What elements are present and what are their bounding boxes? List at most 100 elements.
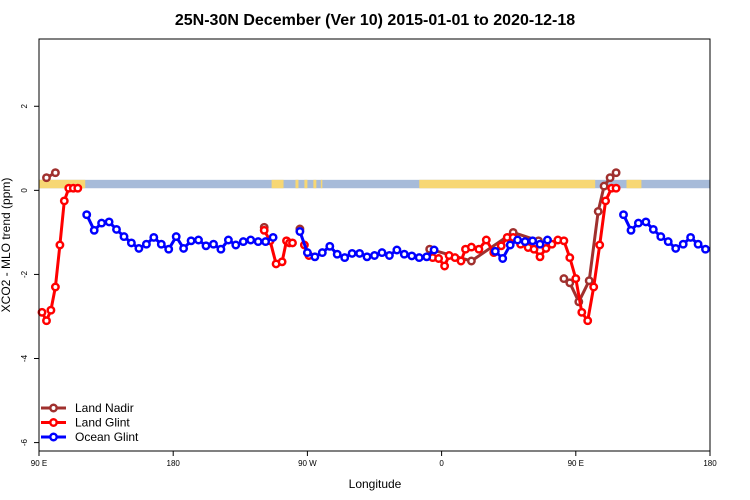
y-tick-label: -2 (20, 270, 29, 278)
data-point (648, 224, 658, 234)
land-sea-band (39, 179, 710, 189)
y-tick-label: -4 (20, 354, 29, 362)
data-point (268, 232, 278, 242)
data-point (490, 246, 500, 256)
series-line (40, 186, 78, 323)
data-point (340, 253, 350, 263)
x-tick-label: 90 E (568, 459, 584, 468)
data-point (317, 248, 327, 258)
data-point (589, 282, 599, 292)
data-point (520, 237, 530, 247)
x-tick-label: 0 (439, 459, 444, 468)
data-point (571, 274, 581, 284)
data-point (663, 237, 673, 247)
y-tick-label: -6 (20, 438, 29, 446)
series-ocean-glint (82, 210, 710, 263)
legend-item: Ocean Glint (41, 430, 139, 444)
data-point (595, 240, 605, 250)
land-band-segment (304, 179, 308, 189)
legend-swatch-marker (49, 418, 58, 427)
data-point (42, 173, 51, 183)
data-point (434, 254, 444, 263)
data-point (50, 168, 60, 178)
data-point (543, 235, 552, 245)
land-band-segment (39, 179, 86, 189)
data-point (55, 240, 65, 250)
data-point (119, 232, 129, 242)
series-layer (37, 168, 710, 326)
data-point (407, 251, 417, 261)
data-point (605, 173, 615, 183)
data-point (201, 241, 211, 251)
data-point (422, 252, 432, 262)
data-point (310, 252, 320, 262)
data-point (149, 232, 159, 242)
legend-label: Land Glint (75, 416, 130, 430)
data-point (216, 244, 226, 254)
data-point (535, 239, 545, 249)
data-point (82, 210, 92, 220)
data-point (171, 232, 181, 242)
data-point (611, 183, 621, 193)
data-point (209, 239, 218, 249)
data-point (164, 244, 174, 254)
data-point (59, 196, 69, 206)
data-point (559, 236, 569, 246)
x-axis: 90 E 180 90 W 0 90 E 180 (31, 451, 717, 468)
data-point (535, 252, 545, 262)
y-tick-label: 2 (20, 103, 29, 108)
data-point (37, 307, 47, 317)
data-point (238, 237, 248, 247)
x-tick-label: 180 (167, 459, 181, 468)
data-point (496, 241, 506, 251)
data-point (541, 243, 551, 253)
data-point (559, 274, 569, 284)
data-point (456, 256, 466, 266)
data-point (332, 249, 342, 259)
x-tick-label: 180 (703, 459, 717, 468)
data-point (134, 243, 144, 253)
data-point (377, 248, 387, 258)
data-point (399, 249, 409, 259)
y-axis: 2 0 -2 -4 -6 (20, 103, 39, 446)
data-point (277, 257, 287, 267)
data-point (231, 240, 241, 250)
data-point (325, 241, 335, 251)
data-point (505, 240, 515, 250)
land-band-segment (295, 179, 299, 189)
plot-frame (38, 38, 711, 452)
legend-swatch-marker (49, 432, 58, 442)
data-point (678, 239, 688, 249)
legend-label: Land Nadir (75, 401, 134, 415)
data-point (179, 243, 189, 253)
data-point (73, 183, 83, 193)
data-point (223, 235, 233, 245)
legend-swatch-marker (49, 403, 58, 413)
data-point (611, 168, 621, 178)
data-point (565, 253, 575, 263)
data-point (584, 276, 594, 286)
legend-item: Land Nadir (41, 401, 134, 415)
data-point (414, 253, 424, 263)
series-land-glint (37, 183, 621, 326)
land-band-segment (320, 179, 323, 189)
data-point (46, 305, 56, 315)
data-point (261, 237, 271, 247)
data-point (641, 217, 651, 227)
data-point (347, 248, 357, 258)
data-point (601, 196, 611, 206)
series-line (432, 186, 617, 323)
y-tick-label: 0 (20, 188, 29, 193)
land-band-segment (271, 179, 284, 189)
data-point (362, 252, 372, 262)
data-point (671, 243, 681, 253)
data-point (97, 218, 107, 228)
legend-label: Ocean Glint (75, 430, 139, 444)
data-point (633, 218, 643, 228)
data-point (513, 235, 523, 245)
land-band-segment (419, 179, 596, 189)
data-point (701, 244, 710, 254)
x-axis-label: Longitude (349, 477, 402, 491)
data-point (440, 261, 450, 271)
